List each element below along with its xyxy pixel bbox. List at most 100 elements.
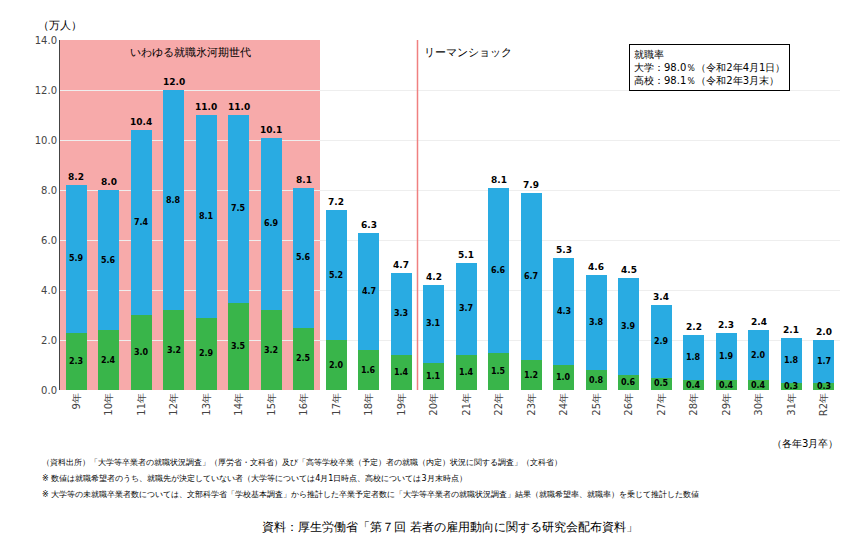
svg-text:2.4: 2.4 xyxy=(101,356,116,365)
svg-text:28年: 28年 xyxy=(688,393,699,416)
svg-text:11.0: 11.0 xyxy=(228,102,250,112)
svg-text:0.6: 0.6 xyxy=(621,378,636,387)
svg-text:3.7: 3.7 xyxy=(459,304,473,313)
svg-text:10.0: 10.0 xyxy=(35,135,57,146)
svg-text:14.0: 14.0 xyxy=(35,35,57,46)
svg-text:1.7: 1.7 xyxy=(817,357,831,366)
svg-text:6.0: 6.0 xyxy=(41,235,57,246)
svg-text:1.8: 1.8 xyxy=(686,353,701,362)
svg-text:2.1: 2.1 xyxy=(783,325,799,335)
svg-text:6.7: 6.7 xyxy=(524,272,538,281)
svg-text:23年: 23年 xyxy=(526,393,537,416)
svg-text:3.9: 3.9 xyxy=(621,322,636,331)
svg-text:7.5: 7.5 xyxy=(231,204,246,213)
svg-text:2.4: 2.4 xyxy=(751,317,767,327)
svg-text:3.3: 3.3 xyxy=(394,309,408,318)
svg-text:5.2: 5.2 xyxy=(329,271,343,280)
svg-text:4.0: 4.0 xyxy=(41,285,57,296)
svg-text:2.3: 2.3 xyxy=(69,357,83,366)
svg-text:27年: 27年 xyxy=(656,393,667,416)
svg-text:※ 大学等の未就職卒業者数については、文部科学省「学校基本調: ※ 大学等の未就職卒業者数については、文部科学省「学校基本調査」から推計した卒業… xyxy=(42,490,699,499)
svg-text:11年: 11年 xyxy=(136,393,147,416)
svg-text:3.2: 3.2 xyxy=(264,346,278,355)
svg-text:2.3: 2.3 xyxy=(718,320,734,330)
svg-text:0.8: 0.8 xyxy=(589,376,604,385)
svg-text:5.1: 5.1 xyxy=(458,250,474,260)
svg-text:0.4: 0.4 xyxy=(751,381,766,390)
svg-text:5.6: 5.6 xyxy=(101,256,116,265)
svg-text:0.0: 0.0 xyxy=(41,385,57,396)
svg-text:就職率大学：98.0％（令和2年4月1日）高校：98.1％（: 就職率大学：98.0％（令和2年4月1日）高校：98.1％（令和2年3月末） xyxy=(634,49,785,86)
svg-text:3.4: 3.4 xyxy=(653,292,669,302)
svg-text:0.4: 0.4 xyxy=(719,381,734,390)
svg-text:（各年3月卒）: （各年3月卒） xyxy=(772,438,838,449)
svg-text:24年: 24年 xyxy=(558,393,569,416)
svg-text:2.9: 2.9 xyxy=(199,349,214,358)
svg-text:8.0: 8.0 xyxy=(41,185,57,196)
svg-text:2.5: 2.5 xyxy=(296,354,311,363)
svg-text:2.0: 2.0 xyxy=(816,327,832,337)
svg-text:6.9: 6.9 xyxy=(264,219,279,228)
svg-text:13年: 13年 xyxy=(201,393,212,416)
svg-text:4.5: 4.5 xyxy=(621,265,637,275)
svg-text:26年: 26年 xyxy=(623,393,634,416)
svg-text:4.6: 4.6 xyxy=(588,262,604,272)
svg-text:25年: 25年 xyxy=(591,393,602,416)
svg-text:※ 数値は就職希望者のうち、就職先が決定していない者（大学等: ※ 数値は就職希望者のうち、就職先が決定していない者（大学等については4月1日時… xyxy=(42,474,467,483)
svg-text:リーマンショック: リーマンショック xyxy=(424,46,512,59)
svg-text:8.2: 8.2 xyxy=(68,172,84,182)
svg-text:10年: 10年 xyxy=(103,393,114,416)
svg-text:0.3: 0.3 xyxy=(817,382,831,391)
svg-text:2.0: 2.0 xyxy=(329,361,344,370)
svg-text:0.3: 0.3 xyxy=(784,382,798,391)
svg-text:6.6: 6.6 xyxy=(491,266,506,275)
svg-text:（資料出所）「大学等卒業者の就職状況調査」（厚労省・文科省）: （資料出所）「大学等卒業者の就職状況調査」（厚労省・文科省）及び「高等学校卒業（… xyxy=(42,458,562,467)
svg-text:30年: 30年 xyxy=(753,393,764,416)
svg-text:8.1: 8.1 xyxy=(199,212,214,221)
svg-text:0.4: 0.4 xyxy=(686,381,701,390)
svg-text:3.2: 3.2 xyxy=(167,346,181,355)
svg-text:4.7: 4.7 xyxy=(362,287,376,296)
svg-text:5.6: 5.6 xyxy=(296,253,311,262)
svg-text:15年: 15年 xyxy=(266,393,277,416)
svg-text:17年: 17年 xyxy=(331,393,342,416)
svg-text:3.0: 3.0 xyxy=(134,348,149,357)
svg-text:14年: 14年 xyxy=(233,393,244,416)
svg-text:3.1: 3.1 xyxy=(426,319,441,328)
svg-text:18年: 18年 xyxy=(363,393,374,416)
svg-text:1.1: 1.1 xyxy=(426,372,441,381)
svg-text:10.1: 10.1 xyxy=(260,125,282,135)
svg-text:22年: 22年 xyxy=(493,393,504,416)
svg-text:3.8: 3.8 xyxy=(589,318,604,327)
svg-text:5.3: 5.3 xyxy=(556,245,572,255)
svg-text:資料：厚生労働省「第７回 若者の雇用動向に関する研究会配布資: 資料：厚生労働省「第７回 若者の雇用動向に関する研究会配布資料」 xyxy=(262,520,638,534)
svg-text:20年: 20年 xyxy=(428,393,439,416)
svg-text:19年: 19年 xyxy=(396,393,407,416)
svg-text:2.0: 2.0 xyxy=(41,335,57,346)
svg-text:0.5: 0.5 xyxy=(654,379,669,388)
svg-text:R2年: R2年 xyxy=(818,393,829,416)
svg-text:1.8: 1.8 xyxy=(784,356,799,365)
svg-text:7.9: 7.9 xyxy=(523,180,539,190)
svg-text:4.3: 4.3 xyxy=(557,307,571,316)
svg-text:1.5: 1.5 xyxy=(491,367,506,376)
svg-text:（万人）: （万人） xyxy=(38,19,82,32)
svg-text:1.2: 1.2 xyxy=(524,371,538,380)
svg-text:2.2: 2.2 xyxy=(686,322,702,332)
svg-text:9年: 9年 xyxy=(71,393,82,409)
svg-text:29年: 29年 xyxy=(721,393,732,416)
svg-text:6.3: 6.3 xyxy=(361,220,377,230)
svg-text:10.4: 10.4 xyxy=(130,117,152,127)
svg-text:3.5: 3.5 xyxy=(231,342,246,351)
svg-text:1.4: 1.4 xyxy=(394,368,409,377)
svg-text:1.6: 1.6 xyxy=(361,366,376,375)
svg-text:4.2: 4.2 xyxy=(426,272,442,282)
svg-text:11.0: 11.0 xyxy=(195,102,217,112)
svg-text:8.0: 8.0 xyxy=(101,177,117,187)
svg-text:1.4: 1.4 xyxy=(459,368,474,377)
svg-text:1.0: 1.0 xyxy=(556,373,571,382)
svg-text:1.9: 1.9 xyxy=(719,352,734,361)
svg-text:4.7: 4.7 xyxy=(393,260,409,270)
svg-text:7.2: 7.2 xyxy=(328,197,344,207)
svg-text:8.1: 8.1 xyxy=(491,175,507,185)
